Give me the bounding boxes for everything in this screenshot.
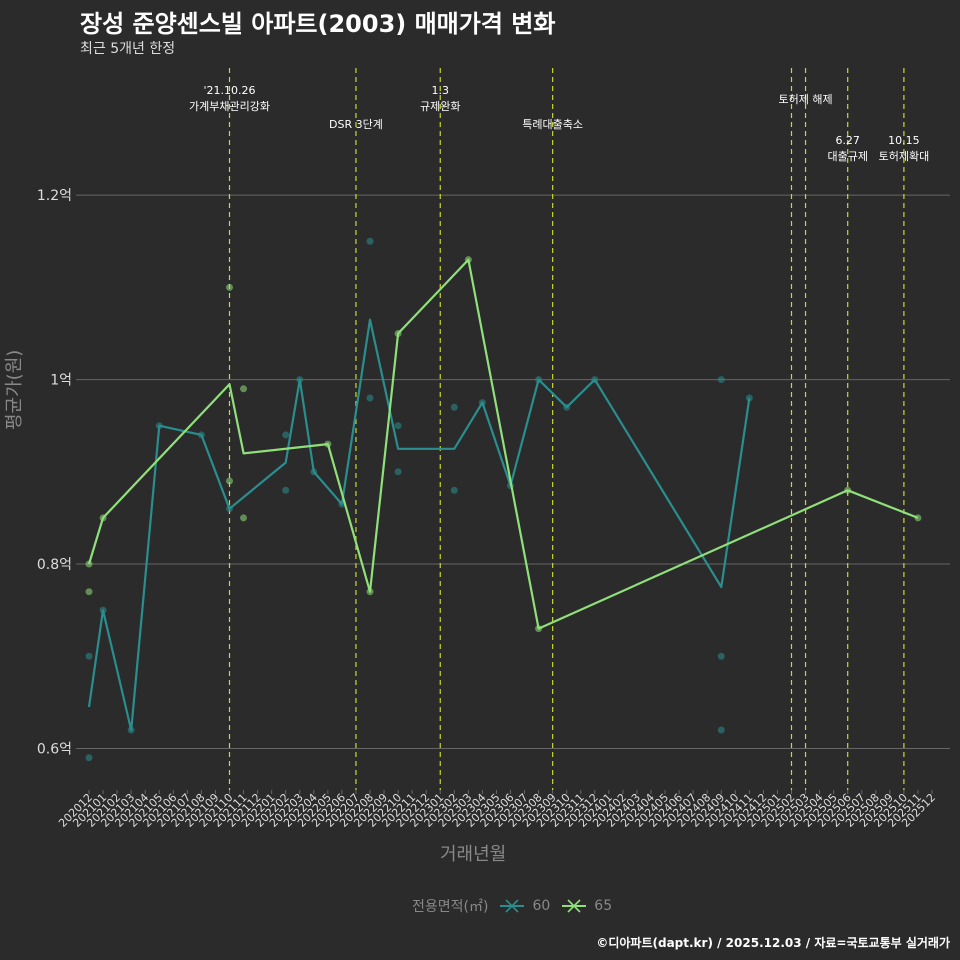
chart-title: 장성 준양센스빌 아파트(2003) 매매가격 변화 bbox=[80, 10, 556, 38]
data-point-60 bbox=[85, 754, 93, 762]
event-annotation: 규제완화 bbox=[420, 100, 460, 113]
event-annotation: 가계부채관리강화 bbox=[189, 100, 270, 113]
y-tick-label: 0.6억 bbox=[37, 741, 72, 757]
series-line-60 bbox=[87, 318, 751, 732]
data-point-60 bbox=[450, 486, 458, 494]
legend-title: 전용면적(㎡) bbox=[412, 899, 489, 915]
x-axis-title: 거래년월 bbox=[440, 844, 507, 865]
data-point-60 bbox=[394, 468, 402, 476]
chart-subtitle: 최근 5개년 한정 bbox=[80, 41, 176, 57]
data-point-60 bbox=[282, 486, 290, 494]
legend-key-65-icon bbox=[562, 899, 587, 913]
data-point-65 bbox=[240, 385, 248, 393]
data-point-60 bbox=[450, 403, 458, 411]
data-point-60 bbox=[366, 394, 374, 402]
legend-label-60: 60 bbox=[532, 898, 551, 914]
data-point-65 bbox=[85, 588, 93, 596]
legend-key-60-icon bbox=[500, 899, 525, 913]
event-annotation: '21.10.26 bbox=[203, 84, 255, 97]
event-annotation: 토허제 해제 bbox=[778, 92, 832, 106]
data-point-60 bbox=[282, 431, 290, 439]
series-line-65 bbox=[87, 258, 919, 630]
event-annotation: 특례대출축소 bbox=[522, 118, 583, 131]
event-annotation: DSR 3단계 bbox=[329, 118, 383, 131]
data-point-65 bbox=[85, 560, 93, 568]
data-point-65 bbox=[226, 477, 233, 485]
y-tick-label: 0.8억 bbox=[37, 557, 72, 573]
data-point-60 bbox=[717, 376, 725, 384]
event-annotation: 대출규제 bbox=[827, 150, 867, 163]
y-axis-title: 평균가(원) bbox=[4, 349, 25, 430]
y-tick-label: 1억 bbox=[50, 373, 72, 389]
event-annotation: 6.27 bbox=[835, 134, 860, 147]
data-point-60 bbox=[394, 422, 402, 430]
data-point-60 bbox=[366, 237, 374, 245]
legend-label-65: 65 bbox=[594, 898, 613, 914]
data-point-60 bbox=[85, 652, 93, 660]
event-annotation: 10.15 bbox=[888, 134, 920, 147]
data-point-60 bbox=[717, 726, 725, 734]
y-tick-label: 1.2억 bbox=[37, 188, 72, 204]
data-point-60 bbox=[717, 652, 725, 660]
data-point-65 bbox=[226, 283, 233, 291]
legend: 전용면적(㎡) 60 65 bbox=[412, 896, 612, 916]
data-point-65 bbox=[240, 514, 248, 522]
event-annotation: 1.3 bbox=[432, 84, 450, 97]
event-annotation: 토허제확대 bbox=[879, 150, 930, 163]
source-caption: ©디아파트(dapt.kr) / 2025.12.03 / 자료=국토교통부 실… bbox=[596, 936, 950, 950]
